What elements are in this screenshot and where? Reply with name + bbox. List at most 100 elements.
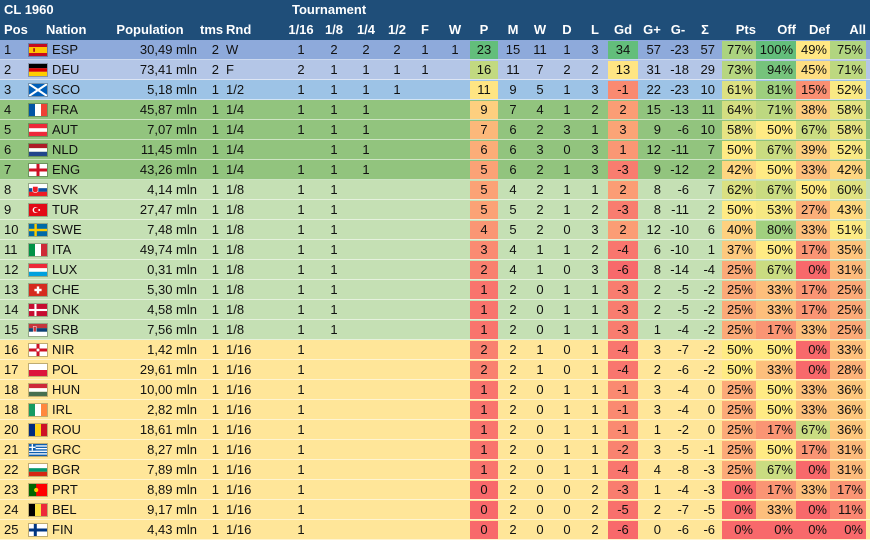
cell-rnd: 1/8	[226, 182, 245, 197]
cell-gminus: -6	[677, 362, 689, 377]
cell-p: 5	[470, 201, 498, 219]
cell-population: 7,07 mln	[147, 122, 197, 137]
cell-rnd: 1/16	[226, 462, 252, 477]
cell-rnd: 1/16	[226, 442, 252, 457]
slovakia-flag-icon	[28, 183, 48, 197]
table-title: CL 1960	[4, 2, 54, 17]
cell-pos: 23	[4, 482, 19, 497]
cell-gminus: -4	[677, 382, 689, 397]
cell-def: 67%	[796, 121, 830, 139]
row-divider	[0, 519, 870, 520]
cell-def: 50%	[796, 181, 830, 199]
cell-gd: -3	[608, 481, 638, 499]
cell-off: 100%	[756, 41, 796, 59]
cell-p: 16	[470, 61, 498, 79]
cell-pos: 12	[4, 262, 19, 277]
row-divider	[0, 479, 870, 480]
cell-gplus: 12	[646, 222, 661, 237]
cell-rnd: 1/8	[226, 242, 245, 257]
cell-gminus: -4	[677, 402, 689, 417]
cell-pos: 7	[4, 162, 12, 177]
switzerland-flag-icon	[28, 283, 48, 297]
cell-r4	[352, 420, 380, 440]
cell-f	[414, 460, 436, 480]
cell-gplus: 22	[646, 82, 661, 97]
cell-p: 1	[470, 281, 498, 299]
column-header-tms: tms	[200, 22, 224, 37]
cell-def: 33%	[796, 321, 830, 339]
cell-nation: SWE	[52, 222, 82, 237]
cell-pts: 50%	[722, 201, 756, 219]
cell-population: 10,00 mln	[139, 382, 197, 397]
cell-r16: 1	[297, 482, 305, 497]
column-header-d: D	[562, 22, 572, 37]
cell-wins: 0	[536, 402, 544, 417]
cell-all: 51%	[830, 221, 866, 239]
cell-r4	[352, 520, 380, 540]
cell-r8	[321, 480, 347, 500]
cell-d: 1	[563, 422, 571, 437]
cell-gplus: 1	[653, 482, 661, 497]
cell-gminus: -5	[677, 282, 689, 297]
luxembourg-flag-icon	[28, 263, 48, 277]
cell-pos: 8	[4, 182, 12, 197]
cell-w	[442, 400, 468, 420]
cell-nation: CHE	[52, 282, 80, 297]
cell-pos: 25	[4, 522, 19, 537]
cell-gd: -1	[608, 401, 638, 419]
cell-r4: 1	[362, 82, 370, 97]
cell-gd: -4	[608, 241, 638, 259]
row-divider	[0, 439, 870, 440]
cell-gd: -4	[608, 341, 638, 359]
cell-off: 50%	[756, 381, 796, 399]
cell-f	[414, 500, 436, 520]
cell-p: 6	[470, 141, 498, 159]
cell-population: 49,74 mln	[139, 242, 197, 257]
cell-sigma: -3	[703, 462, 715, 477]
cell-d: 1	[563, 282, 571, 297]
header-row-1: CL 1960 Tournament	[0, 0, 870, 20]
cell-rnd: 1/8	[226, 322, 245, 337]
cell-def: 15%	[796, 81, 830, 99]
cell-sigma: -2	[703, 282, 715, 297]
cell-r16: 1	[297, 162, 305, 177]
table-row: 15 SRB 7,56 mln 1 1/8 1 1 1 2 0 1 1 -3 1 -4 -2 25% 17% 33%…	[0, 320, 870, 340]
cell-off: 17%	[756, 481, 796, 499]
cell-r8: 1	[330, 102, 338, 117]
cell-gd: 13	[608, 61, 638, 79]
cell-l: 1	[591, 442, 599, 457]
cell-w	[442, 500, 468, 520]
cell-rnd: 1/16	[226, 402, 252, 417]
table-row: 18 HUN 10,00 mln 1 1/16 1 1 2 0 1 1 -1 3 -4 0 25% 50% 33%…	[0, 380, 870, 400]
cell-def: 33%	[796, 381, 830, 399]
cell-r16	[288, 140, 314, 160]
cell-w	[442, 200, 468, 220]
cell-r4: 1	[362, 142, 370, 157]
cell-r4	[352, 280, 380, 300]
cell-wins: 0	[536, 302, 544, 317]
cell-r16: 1	[297, 82, 305, 97]
cell-population: 7,56 mln	[147, 322, 197, 337]
row-divider	[0, 199, 870, 200]
table-row: 17 POL 29,61 mln 1 1/16 1 2 2 1 0 1 -4 2 -6 -2 50% 33% 0%…	[0, 360, 870, 380]
row-divider	[0, 159, 870, 160]
cell-all: 75%	[830, 41, 866, 59]
cell-pts: 62%	[722, 181, 756, 199]
cell-population: 5,18 mln	[147, 82, 197, 97]
cell-off: 67%	[756, 261, 796, 279]
cell-p: 1	[470, 401, 498, 419]
cell-wins: 0	[536, 442, 544, 457]
cell-l: 1	[591, 182, 599, 197]
cell-nation: IRL	[52, 402, 73, 417]
cell-pts: 64%	[722, 101, 756, 119]
cell-all: 71%	[830, 61, 866, 79]
cell-nation: NLD	[52, 142, 79, 157]
row-divider	[0, 359, 870, 360]
cell-r4	[352, 260, 380, 280]
cell-wins: 0	[536, 522, 544, 537]
cell-r8	[321, 340, 347, 360]
row-divider	[0, 319, 870, 320]
cell-def: 33%	[796, 161, 830, 179]
cell-r4: 1	[362, 102, 370, 117]
cell-def: 0%	[796, 341, 830, 359]
